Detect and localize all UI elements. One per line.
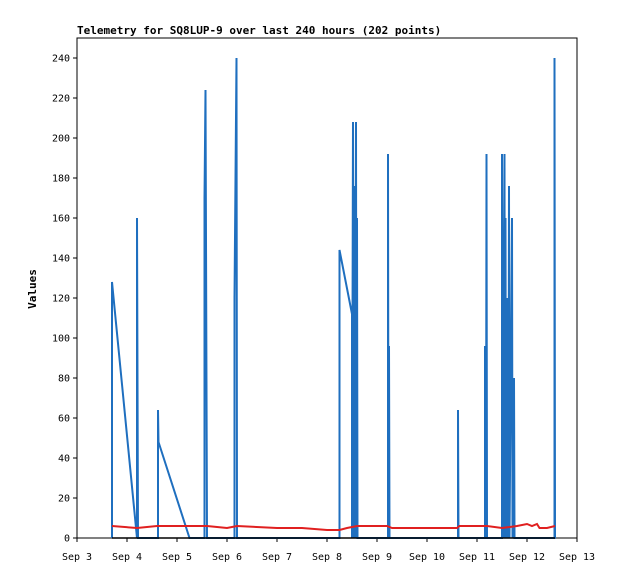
x-tick-label: Sep 4: [112, 552, 142, 563]
x-tick-label: Sep 5: [162, 552, 192, 563]
x-tick-label: Sep 11: [459, 552, 495, 563]
y-tick-label: 40: [58, 454, 70, 465]
chart-title: Telemetry for SQ8LUP-9 over last 240 hou…: [77, 24, 441, 37]
series-layer: [111, 57, 556, 539]
y-tick-label: 0: [64, 534, 70, 545]
y-tick-label: 140: [52, 254, 70, 265]
series-line-2: [111, 522, 556, 531]
y-axis-label: Values: [26, 269, 39, 309]
y-tick-label: 120: [52, 294, 70, 305]
x-tick-label: Sep 9: [362, 552, 392, 563]
y-tick-label: 100: [52, 334, 70, 345]
x-tick-label: Sep 13: [559, 552, 595, 563]
y-tick-label: 60: [58, 414, 70, 425]
y-tick-label: 220: [52, 94, 70, 105]
y-tick-label: 240: [52, 54, 70, 65]
x-tick-label: Sep 8: [312, 552, 342, 563]
x-tick-label: Sep 7: [262, 552, 292, 563]
y-tick-label: 200: [52, 134, 70, 145]
series-line-1: [111, 57, 556, 539]
x-tick-label: Sep 3: [62, 552, 92, 563]
y-tick-label: 180: [52, 174, 70, 185]
y-axis: 0 20 40 60 80 100 120 140 160 180 200 220 240: [52, 54, 77, 545]
y-tick-label: 20: [58, 494, 70, 505]
y-tick-label: 160: [52, 214, 70, 225]
x-tick-label: Sep 10: [409, 552, 445, 563]
x-axis: Sep 3 Sep 4 Sep 5 Sep 6 Sep 7 Sep 8 Sep 9 Sep 1…: [62, 538, 595, 563]
x-tick-label: Sep 12: [509, 552, 545, 563]
y-tick-label: 80: [58, 374, 70, 385]
x-tick-label: Sep 6: [212, 552, 242, 563]
